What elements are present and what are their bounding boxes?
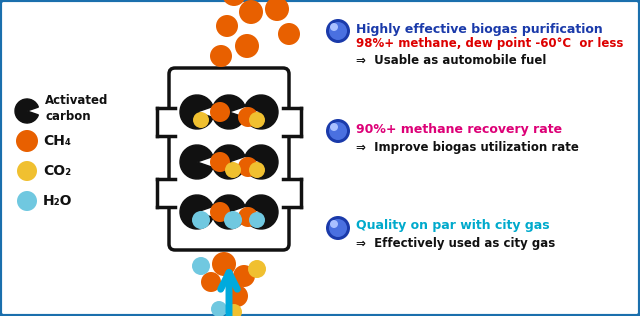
Circle shape: [192, 211, 210, 229]
Bar: [157, 108, 175, 136]
Text: ⇒  Improve biogas utilization rate: ⇒ Improve biogas utilization rate: [356, 141, 579, 154]
Wedge shape: [212, 95, 245, 129]
Wedge shape: [212, 145, 245, 179]
Circle shape: [329, 219, 347, 237]
Text: Activated
carbon: Activated carbon: [45, 94, 108, 124]
Wedge shape: [180, 95, 213, 129]
Circle shape: [210, 202, 230, 222]
Bar: [157, 179, 175, 207]
Circle shape: [326, 119, 350, 143]
Wedge shape: [212, 195, 245, 229]
Circle shape: [16, 130, 38, 152]
Circle shape: [248, 260, 266, 278]
Circle shape: [222, 0, 246, 6]
Circle shape: [249, 212, 265, 228]
Circle shape: [216, 15, 238, 37]
Text: ⇒  Usable as automobile fuel: ⇒ Usable as automobile fuel: [356, 54, 547, 68]
Text: ⇒  Effectively used as city gas: ⇒ Effectively used as city gas: [356, 238, 556, 251]
Wedge shape: [180, 195, 213, 229]
Wedge shape: [180, 145, 213, 179]
Circle shape: [235, 34, 259, 58]
Text: Highly effective biogas purification: Highly effective biogas purification: [356, 22, 603, 35]
Circle shape: [193, 112, 209, 128]
Circle shape: [330, 123, 338, 131]
Circle shape: [233, 265, 255, 287]
Bar: [283, 179, 301, 207]
Text: H₂O: H₂O: [43, 194, 72, 208]
Circle shape: [17, 191, 37, 211]
Circle shape: [210, 102, 230, 122]
Circle shape: [330, 23, 338, 31]
Circle shape: [211, 301, 227, 316]
Circle shape: [225, 162, 241, 178]
Text: 90%+ methane recovery rate: 90%+ methane recovery rate: [356, 123, 562, 136]
Bar: [283, 108, 301, 136]
Circle shape: [330, 220, 338, 228]
Text: Quality on par with city gas: Quality on par with city gas: [356, 220, 550, 233]
Circle shape: [192, 257, 210, 275]
Circle shape: [238, 157, 258, 177]
FancyBboxPatch shape: [169, 68, 289, 250]
Circle shape: [239, 0, 263, 24]
Circle shape: [249, 162, 265, 178]
Circle shape: [329, 122, 347, 140]
Wedge shape: [245, 95, 278, 129]
Circle shape: [226, 304, 242, 316]
Circle shape: [226, 285, 248, 307]
Text: CH₄: CH₄: [43, 134, 71, 148]
Circle shape: [326, 19, 350, 43]
Circle shape: [326, 216, 350, 240]
Circle shape: [329, 22, 347, 40]
Circle shape: [224, 211, 242, 229]
Wedge shape: [245, 195, 278, 229]
Circle shape: [265, 0, 289, 21]
Circle shape: [210, 152, 230, 172]
Circle shape: [238, 207, 258, 227]
Circle shape: [278, 23, 300, 45]
Circle shape: [201, 272, 221, 292]
Circle shape: [210, 45, 232, 67]
Wedge shape: [15, 99, 38, 123]
Wedge shape: [245, 145, 278, 179]
Circle shape: [212, 252, 236, 276]
Circle shape: [249, 112, 265, 128]
Circle shape: [17, 161, 37, 181]
Text: 98%+ methane, dew point -60°C  or less: 98%+ methane, dew point -60°C or less: [356, 38, 623, 51]
Circle shape: [238, 107, 258, 127]
Text: CO₂: CO₂: [43, 164, 71, 178]
